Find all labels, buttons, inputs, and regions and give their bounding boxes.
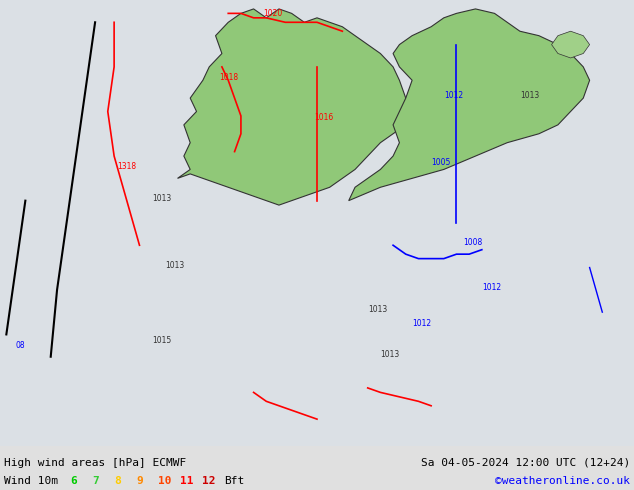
Text: 1005: 1005 — [431, 158, 451, 167]
Polygon shape — [178, 9, 412, 205]
Text: 1013: 1013 — [520, 91, 539, 100]
Polygon shape — [552, 31, 590, 58]
Text: 1015: 1015 — [152, 336, 171, 345]
Text: 9: 9 — [136, 476, 143, 486]
Text: 1013: 1013 — [152, 194, 171, 203]
Text: 1013: 1013 — [380, 350, 399, 359]
Text: 12: 12 — [202, 476, 216, 486]
Text: Bft: Bft — [224, 476, 244, 486]
Text: 6: 6 — [70, 476, 77, 486]
Text: 1016: 1016 — [314, 113, 333, 122]
Text: 1012: 1012 — [482, 283, 501, 292]
Text: 1318: 1318 — [117, 163, 136, 172]
Text: Wind 10m: Wind 10m — [4, 476, 58, 486]
Polygon shape — [349, 9, 590, 201]
Text: 1020: 1020 — [263, 9, 282, 18]
Text: 1018: 1018 — [219, 74, 238, 82]
Text: 11: 11 — [180, 476, 193, 486]
Text: High wind areas [hPa] ECMWF: High wind areas [hPa] ECMWF — [4, 458, 186, 468]
Text: Sa 04-05-2024 12:00 UTC (12+24): Sa 04-05-2024 12:00 UTC (12+24) — [421, 458, 630, 468]
Text: 10: 10 — [158, 476, 172, 486]
Text: 1012: 1012 — [412, 318, 431, 327]
Text: 8: 8 — [114, 476, 120, 486]
Text: ©weatheronline.co.uk: ©weatheronline.co.uk — [495, 476, 630, 486]
Text: 1013: 1013 — [165, 261, 184, 270]
Text: 1013: 1013 — [368, 305, 387, 314]
Text: 1012: 1012 — [444, 91, 463, 100]
Text: 7: 7 — [92, 476, 99, 486]
Text: 08: 08 — [16, 341, 25, 350]
Text: 1008: 1008 — [463, 238, 482, 247]
